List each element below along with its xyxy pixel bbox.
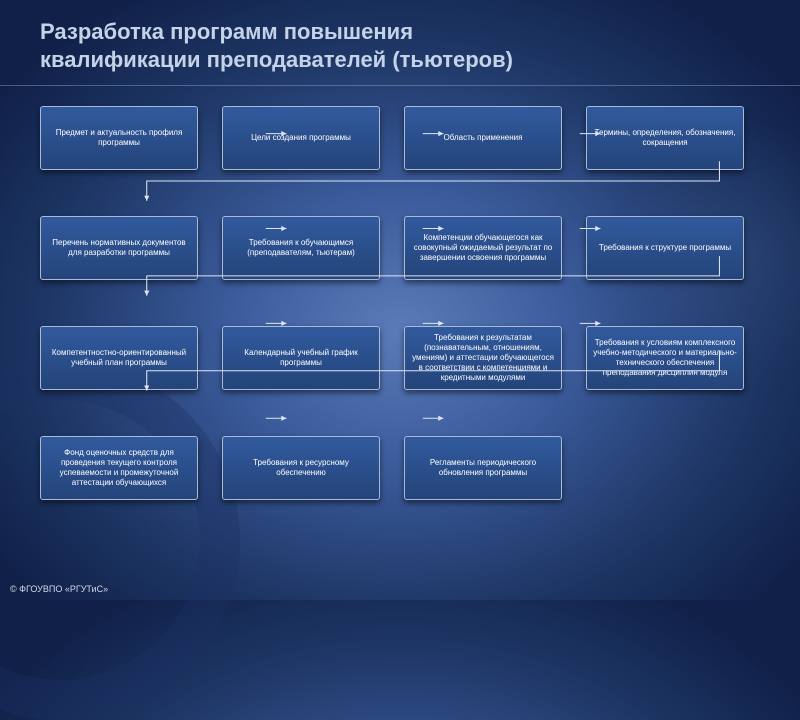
- flow-node: Термины, определения, обозначения, сокра…: [586, 106, 744, 170]
- title-line-1: Разработка программ повышения: [40, 19, 413, 44]
- flow-node-label: Компетентностно-ориентированный учебный …: [47, 348, 191, 368]
- flow-row: Предмет и актуальность профиля программы…: [40, 106, 760, 170]
- flow-node: Фонд оценочных средств для проведения те…: [40, 436, 198, 500]
- flow-node: Регламенты периодического обновления про…: [404, 436, 562, 500]
- flow-node-label: Область применения: [444, 133, 523, 143]
- flow-node-label: Требования к структуре программы: [599, 243, 731, 253]
- flow-row: Компетентностно-ориентированный учебный …: [40, 326, 760, 390]
- flow-node: Календарный учебный график программы: [222, 326, 380, 390]
- flow-node-label: Компетенции обучающегося как совокупный …: [411, 233, 555, 263]
- flow-node-label: Регламенты периодического обновления про…: [411, 458, 555, 478]
- flow-node-label: Календарный учебный график программы: [229, 348, 373, 368]
- flow-node-label: Перечень нормативных документов для разр…: [47, 238, 191, 258]
- flow-node: Требования к обучающимся (преподавателям…: [222, 216, 380, 280]
- flow-node-label: Термины, определения, обозначения, сокра…: [593, 128, 737, 148]
- flow-node: Компетентностно-ориентированный учебный …: [40, 326, 198, 390]
- flow-node: Требования к результатам (познавательным…: [404, 326, 562, 390]
- title-line-2: квалификации преподавателей (тьютеров): [40, 47, 513, 72]
- flow-node-label: Требования к ресурсному обеспечению: [229, 458, 373, 478]
- flow-node: Цели создания программы: [222, 106, 380, 170]
- flow-node: Предмет и актуальность профиля программы: [40, 106, 198, 170]
- flow-row: Фонд оценочных средств для проведения те…: [40, 436, 760, 500]
- flow-node: Компетенции обучающегося как совокупный …: [404, 216, 562, 280]
- flow-node: Требования к ресурсному обеспечению: [222, 436, 380, 500]
- flow-node: Область применения: [404, 106, 562, 170]
- flow-node-label: Требования к результатам (познавательным…: [411, 333, 555, 383]
- flow-row: Перечень нормативных документов для разр…: [40, 216, 760, 280]
- flow-node-label: Предмет и актуальность профиля программы: [47, 128, 191, 148]
- flow-node: Требования к структуре программы: [586, 216, 744, 280]
- flow-node: Требования к условиям комплексного учебн…: [586, 326, 744, 390]
- flow-node: Перечень нормативных документов для разр…: [40, 216, 198, 280]
- slide-header: Разработка программ повышения квалификац…: [0, 0, 800, 86]
- footer-copyright: © ФГОУВПО «РГУТиС»: [10, 584, 108, 594]
- slide-title: Разработка программ повышения квалификац…: [40, 18, 760, 73]
- flow-node-label: Фонд оценочных средств для проведения те…: [47, 448, 191, 488]
- flow-node-label: Цели создания программы: [251, 133, 351, 143]
- flowchart: Предмет и актуальность профиля программы…: [0, 86, 800, 500]
- flow-node-label: Требования к условиям комплексного учебн…: [593, 338, 737, 378]
- flow-node-label: Требования к обучающимся (преподавателям…: [229, 238, 373, 258]
